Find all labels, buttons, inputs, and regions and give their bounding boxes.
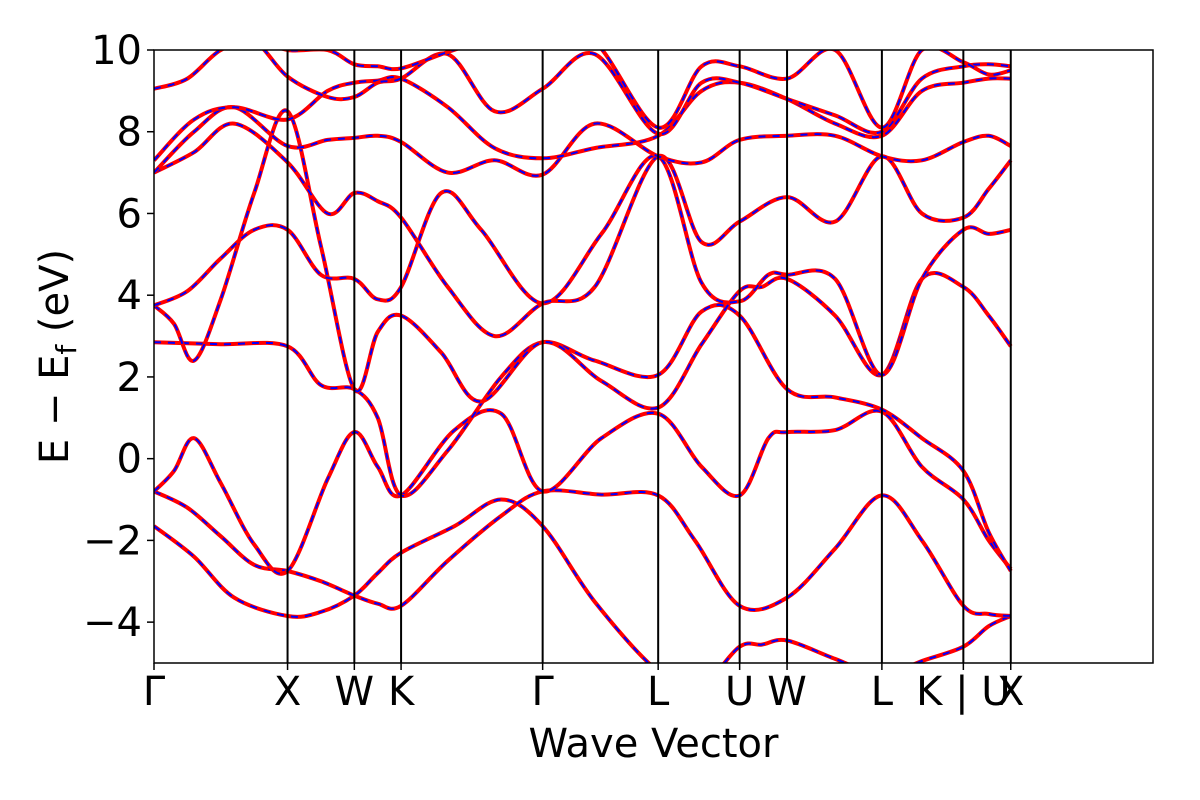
band-line-dashed-10	[154, 50, 1011, 135]
y-tick-label-8: 10	[91, 28, 142, 74]
x-tick-label-11: X	[997, 669, 1024, 715]
x-tick-label-4: K	[388, 669, 416, 715]
x-tick-label-6: L	[647, 669, 670, 715]
y-tick-label-7: 8	[117, 110, 142, 156]
band-line-dashed-8	[154, 106, 1012, 177]
x-tick-label-3: W	[335, 669, 375, 715]
y-axis-title-unit: (eV)	[32, 249, 78, 345]
x-tick-label-5: Γ	[531, 669, 554, 715]
y-tick-label-1: −4	[83, 600, 142, 646]
band-line-solid-5	[154, 108, 1013, 411]
y-axis-title-main: E − E	[32, 355, 78, 465]
x-tick-label-10: K | U	[916, 669, 1010, 715]
y-axis-title-subscript: f	[50, 344, 83, 355]
band-line-dashed-11	[282, 50, 1012, 129]
x-tick-label-7: U	[725, 669, 754, 715]
x-axis-title: Wave Vector	[529, 721, 780, 767]
band-line-dashed-6	[154, 154, 1012, 376]
y-axis-title: E − Ef (eV)	[32, 249, 83, 464]
x-tick-label-9: L	[871, 669, 894, 715]
y-tick-label-6: 6	[117, 191, 142, 237]
band-line-dashed-9	[154, 75, 1011, 162]
y-tick-label-4: 2	[117, 355, 142, 401]
y-tick-label-2: −2	[83, 518, 142, 564]
band-lines	[154, 50, 1013, 663]
band-line-dashed-2	[154, 489, 1011, 617]
band-line-dashed-7	[154, 122, 1012, 338]
plot-frame	[153, 49, 1154, 664]
x-tick-label-8: W	[767, 669, 807, 715]
band-line-dashed-4	[154, 304, 1012, 572]
y-tick-label-5: 4	[117, 273, 142, 319]
x-tick-label-2: X	[274, 669, 301, 715]
high-symmetry-lines	[286, 50, 1012, 663]
x-tick-label-1: Γ	[143, 669, 166, 715]
y-axis-ticks: −4 −2 0 2 4 6 8 10	[83, 28, 154, 646]
y-tick-label-3: 0	[117, 437, 142, 483]
band-line-solid-1	[154, 497, 1012, 663]
